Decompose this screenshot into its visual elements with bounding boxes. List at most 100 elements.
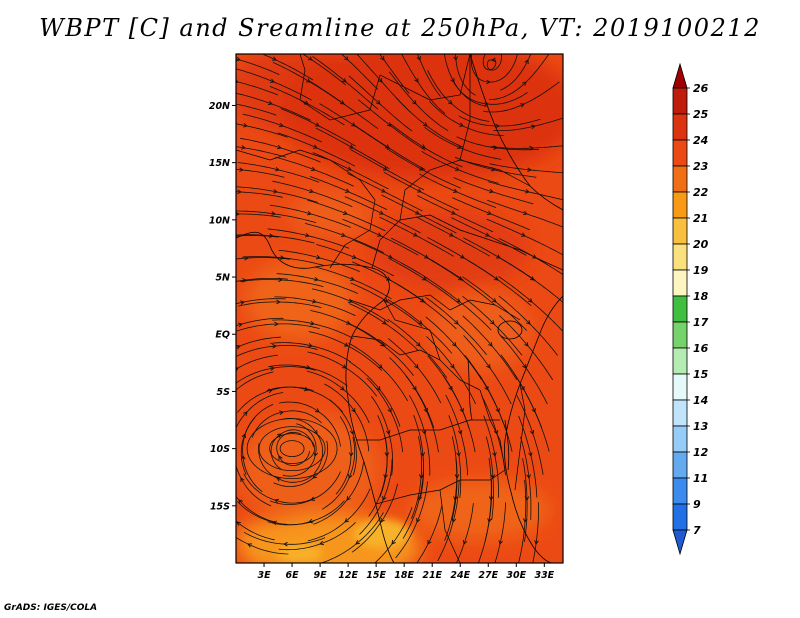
streamline-arrow bbox=[380, 517, 385, 523]
streamline-arrow bbox=[450, 363, 455, 369]
colorbar-segment bbox=[672, 347, 688, 375]
streamline bbox=[374, 507, 413, 563]
lat-tick-label: 10N bbox=[209, 215, 230, 226]
colorbar-label: 18 bbox=[693, 290, 709, 303]
streamline-arrow bbox=[495, 407, 500, 413]
streamline-arrow bbox=[340, 386, 345, 391]
streamline-arrow bbox=[382, 495, 387, 501]
streamline bbox=[236, 168, 285, 178]
cyclone-streamline bbox=[269, 433, 316, 465]
streamline-arrow bbox=[276, 299, 281, 305]
streamline-arrow bbox=[312, 474, 317, 479]
streamline-arrow bbox=[486, 210, 492, 215]
lon-tick-label: 15E bbox=[366, 570, 386, 581]
colorbar-label: 24 bbox=[693, 134, 708, 147]
colorbar-label: 14 bbox=[693, 394, 708, 407]
streamline-arrow bbox=[383, 474, 388, 479]
lon-tick-label: 33E bbox=[534, 570, 554, 581]
streamline-arrow bbox=[452, 341, 457, 347]
streamline-arrow bbox=[355, 540, 360, 545]
streamline-arrow bbox=[311, 298, 317, 304]
streamline-arrow bbox=[519, 103, 525, 108]
colorbar-segment bbox=[672, 477, 688, 505]
lat-tick-label: EQ bbox=[215, 330, 230, 341]
streamline bbox=[236, 123, 288, 138]
streamline-arrow bbox=[344, 342, 349, 347]
streamline-arrow bbox=[348, 452, 354, 457]
colorbar-label: 11 bbox=[693, 472, 708, 485]
streamline bbox=[493, 117, 563, 131]
lon-tick-label: 3E bbox=[257, 570, 271, 581]
streamline-arrow bbox=[306, 210, 312, 216]
streamline-arrow bbox=[427, 539, 432, 545]
colorbar-label: 9 bbox=[693, 498, 701, 511]
streamline bbox=[236, 520, 275, 541]
streamline-arrow bbox=[310, 496, 316, 501]
lat-tick-label: 20N bbox=[209, 101, 230, 112]
streamline-arrow bbox=[240, 300, 245, 305]
latitude-axis: 20N 15N 10N 5N EQ 5S 10S 15S bbox=[209, 101, 236, 512]
streamline-arrow bbox=[524, 59, 529, 65]
colorbar-label: 26 bbox=[693, 82, 709, 95]
streamline-arrow bbox=[315, 254, 321, 260]
streamline-arrow bbox=[492, 452, 497, 457]
streamline-arrow bbox=[377, 364, 383, 369]
streamline-arrow bbox=[484, 101, 489, 107]
streamline-arrow bbox=[342, 78, 347, 83]
streamline-arrow bbox=[414, 364, 419, 369]
streamline-arrow bbox=[420, 452, 426, 457]
streamline-arrow bbox=[387, 407, 392, 413]
streamline-arrow bbox=[278, 455, 283, 461]
colorbar-label: 25 bbox=[693, 108, 709, 121]
streamline-arrow bbox=[314, 408, 320, 413]
lon-tick-label: 12E bbox=[338, 570, 358, 581]
streamline-arrow bbox=[376, 232, 382, 237]
streamline-arrow bbox=[417, 495, 423, 501]
streamline-arrow bbox=[346, 166, 352, 171]
streamline-arrow bbox=[484, 232, 490, 237]
streamline-arrow bbox=[269, 78, 275, 83]
streamline-arrow bbox=[270, 366, 275, 371]
streamline-arrow bbox=[414, 210, 420, 215]
streamline-arrow bbox=[458, 122, 464, 127]
streamline-arrow bbox=[487, 518, 492, 523]
streamline-arrow bbox=[267, 388, 273, 394]
streamline bbox=[261, 54, 314, 81]
colorbar-label: 7 bbox=[693, 524, 701, 537]
streamline-arrow bbox=[525, 188, 530, 194]
streamline-arrow bbox=[243, 411, 248, 417]
streamline-arrow bbox=[342, 210, 348, 215]
streamline-arrow bbox=[495, 123, 500, 129]
streamline-arrow bbox=[303, 386, 309, 392]
streamline-arrow bbox=[380, 55, 385, 61]
streamline-arrow bbox=[278, 122, 284, 128]
streamline-arrow bbox=[349, 276, 355, 281]
streamline bbox=[489, 163, 563, 174]
colorbar-segment bbox=[672, 399, 688, 427]
streamline-arrow bbox=[279, 410, 284, 415]
streamline-arrow bbox=[348, 144, 354, 149]
streamline-arrow bbox=[303, 100, 309, 105]
colorbar-segment bbox=[672, 295, 688, 323]
streamline-arrow bbox=[348, 473, 353, 479]
colorbar-label: 20 bbox=[693, 238, 709, 251]
streamline-arrow bbox=[387, 122, 392, 127]
streamline-arrow bbox=[271, 56, 277, 61]
streamline bbox=[500, 54, 532, 91]
colorbar-label: 12 bbox=[693, 446, 709, 459]
streamline-arrow bbox=[307, 56, 313, 61]
streamline-arrow bbox=[529, 276, 535, 281]
streamline-arrow bbox=[456, 144, 462, 149]
colorbar-label: 17 bbox=[693, 316, 709, 329]
streamline-arrow bbox=[387, 254, 393, 259]
colorbar-segment bbox=[672, 321, 688, 349]
streamline-arrow bbox=[236, 345, 241, 350]
streamline-arrow bbox=[242, 278, 247, 283]
streamline-arrow bbox=[239, 167, 244, 172]
colorbar-segment bbox=[672, 243, 688, 271]
streamline-arrow bbox=[347, 298, 353, 303]
streamline-arrow bbox=[488, 496, 494, 501]
streamline-arrow bbox=[414, 77, 419, 83]
